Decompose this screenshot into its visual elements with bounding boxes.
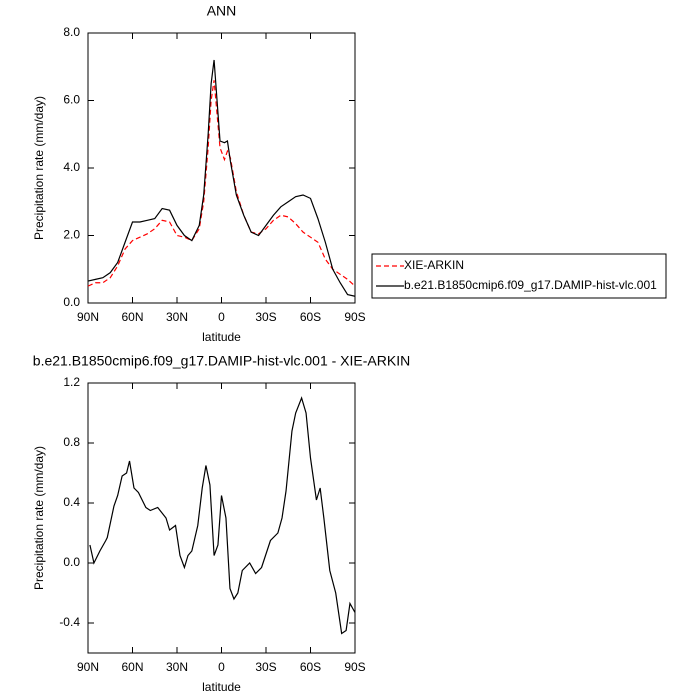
legend-label: XIE-ARKIN <box>404 258 464 272</box>
x-tick-label: 30S <box>255 310 276 324</box>
y-tick-label: 0.0 <box>63 295 80 309</box>
data-line <box>87 59 356 297</box>
data-line <box>89 396 356 635</box>
x-tick-label: 90N <box>77 660 99 674</box>
y-tick-label: 0.8 <box>63 435 80 449</box>
y-tick-label: 0.0 <box>63 555 80 569</box>
legend-label: b.e21.B1850cmip6.f09_g17.DAMIP-hist-vlc.… <box>404 278 657 292</box>
chart-title: b.e21.B1850cmip6.f09_g17.DAMIP-hist-vlc.… <box>33 353 410 369</box>
x-tick-label: 90S <box>344 660 365 674</box>
y-axis-label: Precipitation rate (mm/day) <box>32 446 46 590</box>
x-tick-label: 30N <box>166 310 188 324</box>
x-tick-label: 0 <box>218 660 225 674</box>
legend-box <box>371 253 667 299</box>
x-tick-label: 0 <box>218 310 225 324</box>
data-line <box>87 80 356 287</box>
y-tick-label: 6.0 <box>63 93 80 107</box>
y-tick-label: 2.0 <box>63 228 80 242</box>
y-axis-label: Precipitation rate (mm/day) <box>32 96 46 240</box>
chart-title: ANN <box>207 3 237 19</box>
y-tick-label: 1.2 <box>63 375 80 389</box>
x-axis-label: latitude <box>202 330 241 344</box>
x-tick-label: 60S <box>300 660 321 674</box>
x-tick-label: 60N <box>121 660 143 674</box>
y-tick-label: 4.0 <box>63 160 80 174</box>
x-tick-label: 90S <box>344 310 365 324</box>
x-tick-label: 90N <box>77 310 99 324</box>
x-tick-label: 60N <box>121 310 143 324</box>
x-tick-label: 30S <box>255 660 276 674</box>
y-tick-label: 8.0 <box>63 25 80 39</box>
y-tick-label: 0.4 <box>63 495 80 509</box>
y-tick-label: -0.4 <box>59 615 80 629</box>
x-tick-label: 60S <box>300 310 321 324</box>
plot-frame <box>87 382 356 654</box>
x-axis-label: latitude <box>202 680 241 694</box>
plot-frame <box>87 32 356 304</box>
x-tick-label: 30N <box>166 660 188 674</box>
